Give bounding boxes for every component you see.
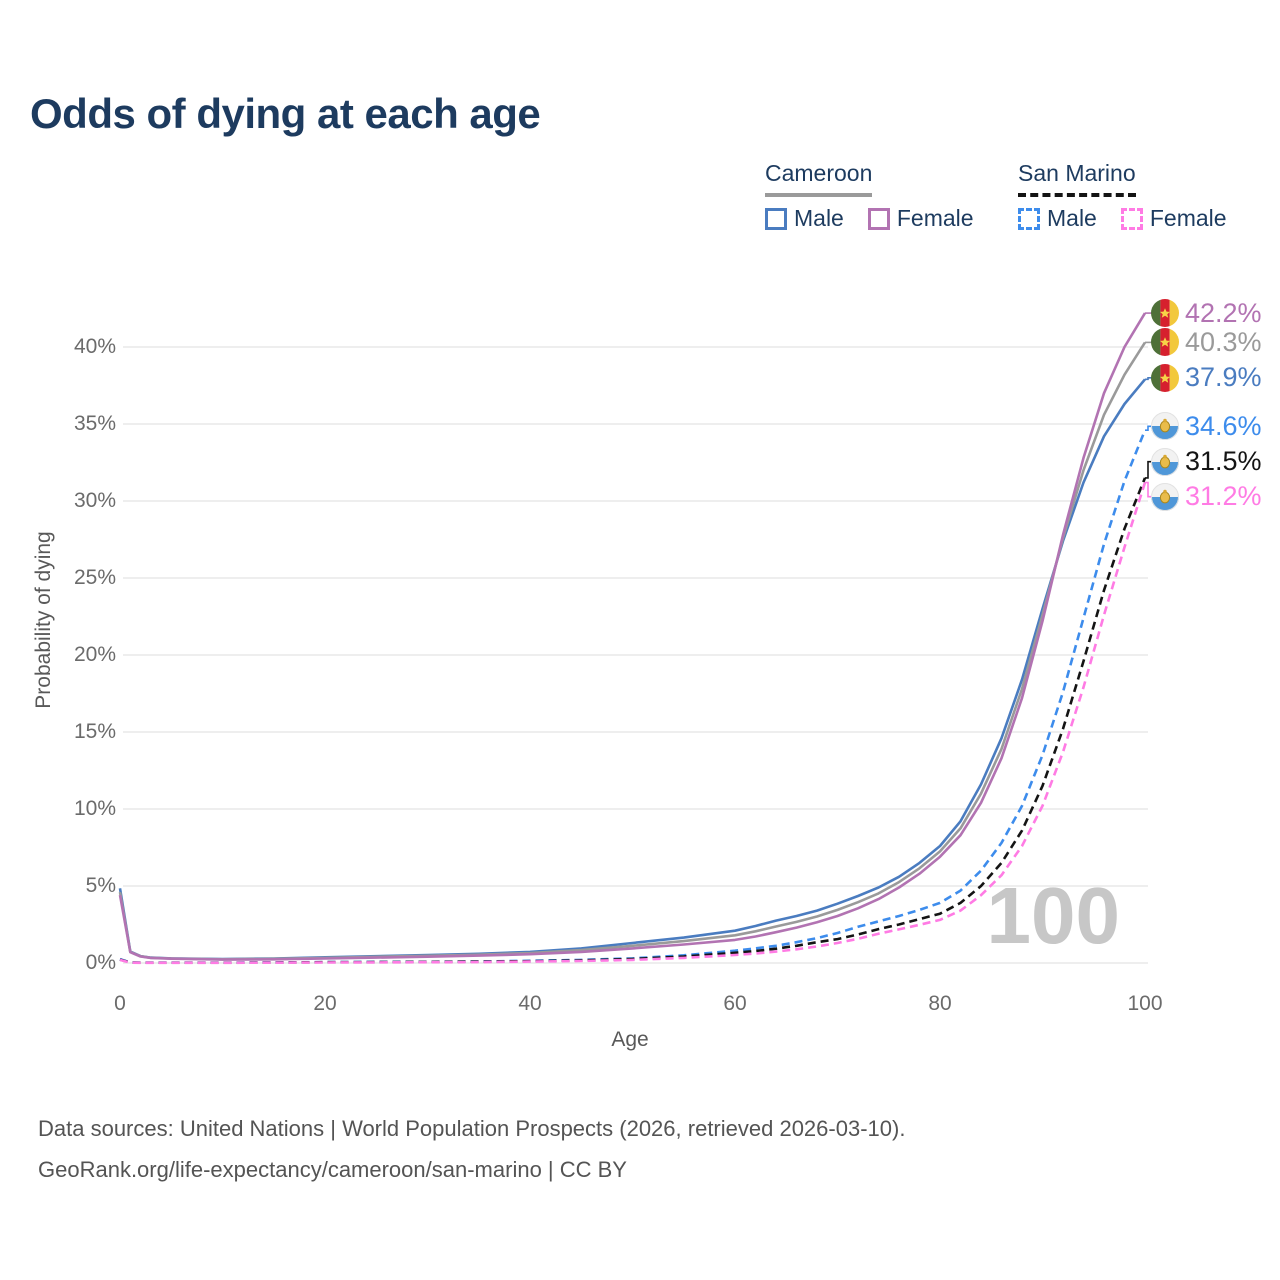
legend-item-label: Female: [1149, 205, 1227, 231]
end-label-value: 31.5%: [1185, 446, 1262, 477]
end-label-cameroon-total: 40.3%: [1151, 327, 1262, 357]
label-leader-line: [1145, 377, 1152, 381]
legend-swatch-icon: [1018, 207, 1040, 230]
x-tick-label: 100: [1127, 992, 1163, 1015]
y-tick-label: 0%: [85, 951, 116, 974]
end-label-value: 34.6%: [1185, 410, 1262, 441]
x-axis-title: Age: [611, 1028, 649, 1051]
end-label-san-marino-female: 31.2%: [1151, 481, 1262, 512]
y-tick-label: 25%: [73, 566, 116, 589]
x-tick-label: 80: [928, 992, 952, 1015]
legend-group-label: Cameroon: [765, 160, 873, 197]
end-label-value: 37.9%: [1185, 362, 1262, 393]
x-tick-label: 60: [723, 992, 747, 1015]
y-tick-label: 20%: [73, 643, 116, 666]
legend-item-san-marino-male[interactable]: Male: [1018, 205, 1097, 232]
label-leader-line: [1145, 460, 1152, 479]
cameroon-flag-icon: [1151, 363, 1179, 392]
y-tick-label: 35%: [73, 412, 116, 435]
y-tick-label: 10%: [73, 797, 116, 820]
legend-item-san-marino-female[interactable]: Female: [1120, 205, 1227, 232]
legend-item-label: Female: [896, 205, 974, 231]
x-tick-label: 0: [114, 992, 126, 1015]
series-line-cameroon-total[interactable]: [118, 341, 1147, 961]
label-leader-line: [1145, 425, 1152, 431]
series-line-san-marino-total[interactable]: [119, 477, 1147, 964]
end-label-value: 40.3%: [1185, 326, 1262, 357]
legend-group-label: San Marino: [1018, 160, 1136, 197]
end-label-san-marino-total: 31.5%: [1151, 446, 1262, 477]
san-marino-flag-icon: [1151, 447, 1179, 476]
y-tick-label: 5%: [85, 874, 116, 897]
legend-item-label: Male: [1047, 205, 1097, 231]
san-marino-flag-icon: [1151, 482, 1179, 511]
y-tick-label: 40%: [73, 335, 116, 358]
age-watermark: 100: [986, 871, 1120, 960]
label-leader-line: [1145, 481, 1152, 498]
legend-swatch-icon: [1120, 207, 1143, 230]
legend-swatch-icon: [765, 207, 787, 230]
legend-swatch-icon: [867, 207, 890, 230]
footer: Data sources: United Nations | World Pop…: [38, 1108, 905, 1190]
footer-data-sources: Data sources: United Nations | World Pop…: [38, 1116, 906, 1141]
x-tick-label: 40: [518, 992, 542, 1015]
series-line-cameroon-male[interactable]: [118, 378, 1147, 961]
series-line-cameroon-female[interactable]: [118, 312, 1147, 961]
legend-item-cameroon-male[interactable]: Male: [765, 205, 844, 232]
cameroon-flag-icon: [1151, 328, 1179, 357]
series-line-san-marino-male[interactable]: [119, 429, 1147, 964]
series-line-san-marino-female[interactable]: [119, 482, 1147, 965]
end-label-value: 31.2%: [1185, 481, 1262, 512]
legend-group-san-marino: San Marino Male Female: [1018, 160, 1227, 232]
end-label-value: 42.2%: [1185, 297, 1262, 328]
cameroon-flag-icon: [1151, 299, 1179, 328]
legend-item-label: Male: [794, 205, 844, 231]
y-tick-label: 15%: [73, 720, 116, 743]
end-label-cameroon-female: 42.2%: [1151, 298, 1262, 328]
footer-attribution: GeoRank.org/life-expectancy/cameroon/san…: [38, 1157, 627, 1182]
x-tick-label: 20: [313, 992, 337, 1015]
page-title: Odds of dying at each age: [30, 90, 541, 137]
legend-group-cameroon: Cameroon Male Female: [765, 160, 974, 232]
end-label-cameroon-male: 37.9%: [1151, 362, 1262, 393]
y-axis-title: Probability of dying: [32, 531, 55, 709]
y-tick-label: 30%: [73, 489, 116, 512]
san-marino-flag-icon: [1151, 412, 1179, 441]
legend-item-cameroon-female[interactable]: Female: [867, 205, 974, 232]
end-label-san-marino-male: 34.6%: [1151, 411, 1262, 441]
